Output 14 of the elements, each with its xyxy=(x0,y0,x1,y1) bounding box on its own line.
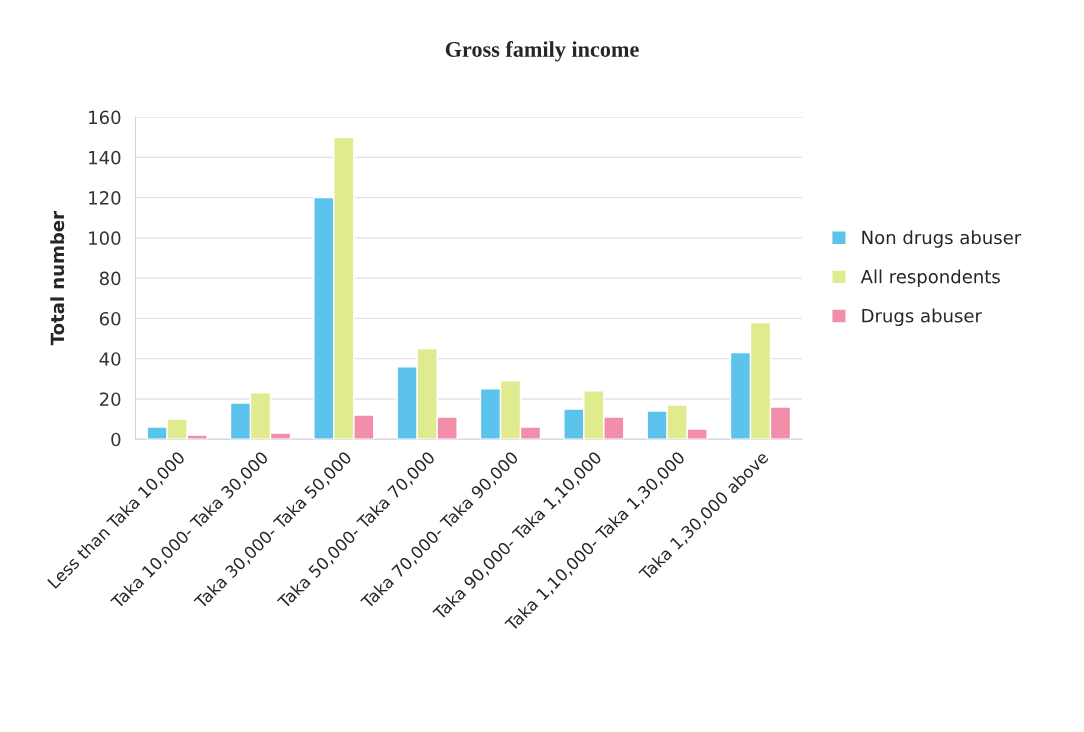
y-tick-label: 0 xyxy=(111,432,121,447)
y-tick-label: 160 xyxy=(89,110,121,125)
chart-title: Gross family income xyxy=(445,41,639,62)
legend-label: Drugs abuser xyxy=(862,308,982,327)
y-tick-label: 40 xyxy=(99,352,121,366)
y-tick-label: 80 xyxy=(99,271,121,286)
y-tick-label: 100 xyxy=(89,231,121,246)
y-tick-label: 60 xyxy=(99,311,121,326)
y-tick-label: 120 xyxy=(89,191,121,205)
y-tick-label: 20 xyxy=(99,392,121,407)
y-axis-title: Total number xyxy=(50,211,65,346)
legend-label: Non drugs abuser xyxy=(862,230,1022,248)
legend-label: All respondents xyxy=(860,269,1000,287)
y-tick-label: 140 xyxy=(89,150,121,165)
